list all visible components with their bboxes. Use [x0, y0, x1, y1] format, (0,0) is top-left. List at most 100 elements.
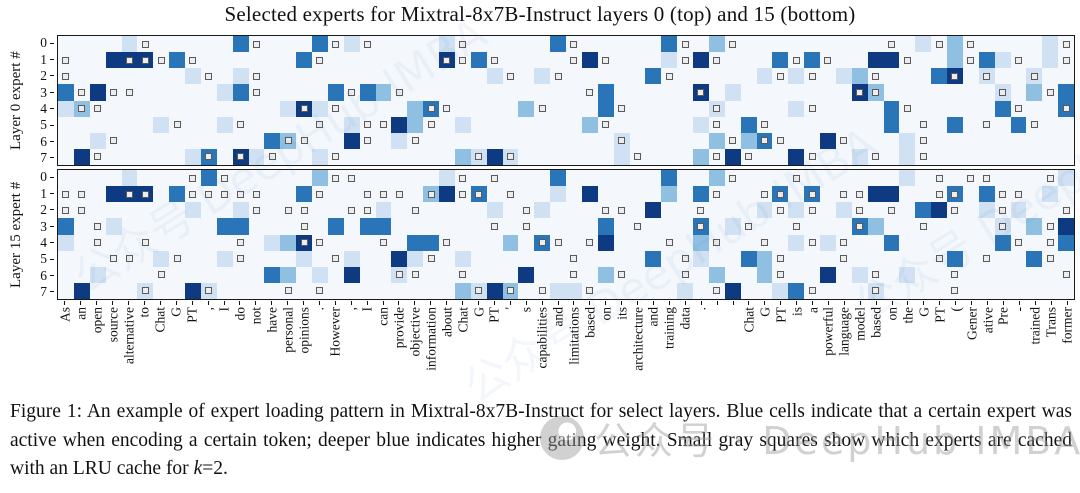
heatmap-cell [423, 202, 439, 218]
heatmap-cell [550, 218, 566, 234]
heatmap-cell [868, 68, 884, 84]
heatmap-cell [598, 186, 614, 202]
heatmap-cell [169, 149, 185, 165]
cache-square-icon [94, 222, 102, 230]
heatmap-cell [804, 133, 820, 149]
token-label-slot: PT [773, 306, 789, 394]
heatmap-cell [439, 170, 455, 187]
heatmap-cell [995, 149, 1011, 165]
cache-square-icon [713, 239, 721, 247]
heatmap-cell [884, 133, 900, 149]
heatmap-cell [963, 170, 979, 186]
heatmap-cell [344, 84, 360, 100]
heatmap-cell [645, 250, 662, 267]
heatmap-cell [788, 251, 804, 267]
token-label-slot: , [343, 306, 359, 394]
heatmap-cell [868, 170, 884, 186]
heatmap-cell [90, 68, 106, 84]
heatmap-cell [232, 84, 249, 101]
heatmap-cell [280, 251, 296, 267]
heatmap-cell [852, 170, 868, 186]
heatmap-cell [788, 234, 805, 251]
heatmap-cell [169, 68, 185, 84]
heatmap-cell [360, 149, 376, 165]
cache-square-icon [284, 206, 292, 214]
heatmap-cell [439, 218, 455, 234]
heatmap-cell [582, 267, 598, 283]
heatmap-cell [598, 68, 614, 84]
cache-square-icon [252, 40, 260, 48]
x-tick [121, 300, 137, 306]
heatmap-cell [280, 234, 297, 251]
cache-square-icon [760, 121, 768, 129]
heatmap-cell [994, 84, 1011, 101]
heatmap-cell [899, 235, 915, 251]
x-tick [423, 300, 439, 306]
heatmap-cell [820, 251, 836, 267]
heatmap-cell [328, 52, 344, 68]
heatmap-cell [454, 116, 471, 133]
token-label: objective [407, 307, 423, 357]
cache-square-icon [903, 56, 911, 64]
heatmap-cell [566, 101, 582, 117]
token-label: s [518, 307, 534, 313]
heatmap-cell [328, 202, 344, 218]
heatmap-cell [407, 116, 424, 133]
heatmap-cell [550, 36, 566, 53]
cache-square-icon [94, 239, 102, 247]
heatmap-cell [581, 186, 598, 203]
heatmap-cell [772, 36, 788, 52]
cache-square-icon [808, 153, 816, 161]
heatmap-cell [423, 36, 439, 52]
heatmap-cell [487, 235, 503, 251]
heatmap-cell [899, 170, 916, 187]
heatmap-cell [788, 186, 804, 202]
heatmap-cell [169, 52, 185, 69]
cache-square-icon [776, 190, 784, 198]
heatmap-cell [121, 36, 138, 53]
heatmap-cell [693, 283, 709, 299]
heatmap-cell [978, 68, 995, 85]
heatmap-cell [756, 132, 773, 149]
heatmap-cell [249, 170, 265, 186]
heatmap-cell [772, 101, 788, 117]
heatmap-cell [994, 100, 1011, 117]
heatmap-cell [487, 251, 503, 267]
heatmap-cell [566, 267, 582, 283]
cache-square-icon [808, 206, 816, 214]
heatmap-cell [153, 84, 169, 100]
heatmap-cell [1011, 84, 1027, 100]
heatmap-cell [581, 52, 598, 69]
cache-square-icon [110, 255, 118, 263]
heatmap-cell [725, 235, 741, 251]
heatmap-cell [868, 149, 884, 165]
heatmap-cell [503, 267, 519, 283]
x-tick [1059, 300, 1075, 306]
heatmap-cell [518, 251, 534, 267]
token-label: I [216, 307, 232, 312]
heatmap-cell [471, 68, 487, 84]
heatmap-cell [217, 170, 233, 186]
heatmap-cell [122, 133, 138, 149]
heatmap-cell [804, 68, 820, 84]
cache-square-icon [332, 174, 340, 182]
heatmap-cell [344, 52, 360, 68]
heatmap-cell [296, 186, 312, 203]
heatmap-cell [407, 267, 423, 283]
heatmap-cell [788, 100, 805, 117]
heatmap-cell [979, 117, 995, 133]
heatmap-cell [709, 283, 725, 299]
heatmap-cell [217, 235, 233, 251]
heatmap-cell [90, 52, 106, 68]
heatmap-cell [185, 186, 201, 202]
heatmap-cell [979, 133, 995, 149]
heatmap-cell [122, 149, 138, 165]
heatmap-cell [757, 84, 773, 100]
heatmap-cell [724, 218, 741, 235]
heatmap-cell [249, 267, 265, 283]
heatmap-cell [249, 218, 265, 234]
cache-square-icon [411, 271, 419, 279]
heatmap-cell [216, 218, 233, 235]
token-label-slot: I [216, 306, 232, 394]
heatmap-cell [915, 202, 932, 219]
